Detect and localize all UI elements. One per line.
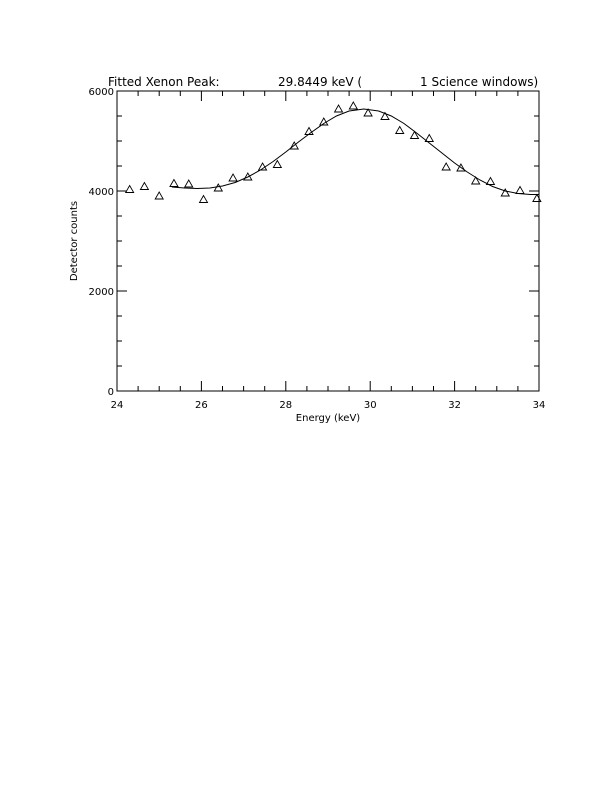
- data-point-triangle: [228, 173, 238, 182]
- x-tick-label: 34: [533, 400, 546, 411]
- data-point-triangle: [169, 178, 179, 187]
- data-point-triangle: [243, 172, 253, 181]
- data-point-triangle: [532, 193, 542, 202]
- data-point-triangle: [348, 101, 359, 110]
- x-tick-label: 28: [279, 400, 292, 411]
- fit-curve: [171, 108, 539, 195]
- data-point-triangle: [515, 185, 525, 194]
- x-tick-label: 32: [448, 400, 461, 411]
- data-point-triangle: [333, 104, 344, 113]
- data-point-triangle: [272, 159, 283, 168]
- data-point-triangle: [319, 117, 329, 126]
- data-point-triangle: [257, 162, 268, 171]
- data-point-triangle: [289, 141, 300, 150]
- data-point-triangle: [441, 162, 451, 171]
- data-point-triangle: [500, 188, 511, 197]
- data-point-triangle: [485, 176, 496, 185]
- data-point-triangle: [154, 191, 164, 200]
- y-tick-label: 4000: [89, 187, 114, 198]
- data-point-triangle: [456, 163, 466, 172]
- y-tick-label: 2000: [89, 287, 114, 298]
- data-point-triangle: [213, 183, 224, 192]
- data-point-triangle: [409, 130, 420, 139]
- y-axis-label: Detector counts: [69, 201, 80, 281]
- chart-title-label: Fitted Xenon Peak:: [108, 75, 220, 89]
- data-point-triangle: [380, 111, 390, 120]
- plot-frame: [116, 90, 540, 392]
- axis-ticks: [116, 90, 540, 392]
- data-point-triangle: [198, 194, 209, 203]
- chart-title-peak-energy: 29.8449 keV (: [278, 75, 362, 89]
- x-tick-label: 24: [111, 400, 124, 411]
- data-point-triangle: [424, 133, 435, 142]
- data-point-triangle: [139, 181, 150, 190]
- y-tick-label: 6000: [89, 87, 114, 98]
- data-point-triangle: [394, 125, 405, 134]
- data-points: [124, 101, 542, 203]
- x-tick-label: 26: [195, 400, 208, 411]
- y-tick-label: 0: [108, 387, 114, 398]
- chart-title-windows: 1 Science windows): [420, 75, 538, 89]
- x-tick-label: 30: [364, 400, 377, 411]
- data-point-triangle: [470, 176, 481, 185]
- data-point-triangle: [183, 179, 194, 188]
- x-tick-labels: 24 26 28 30 32 34: [111, 400, 546, 411]
- y-tick-labels: 0 2000 4000 6000: [89, 87, 114, 398]
- x-axis-label: Energy (keV): [296, 413, 361, 424]
- data-point-triangle: [124, 184, 135, 193]
- data-point-triangle: [363, 108, 373, 117]
- data-point-triangle: [304, 126, 314, 135]
